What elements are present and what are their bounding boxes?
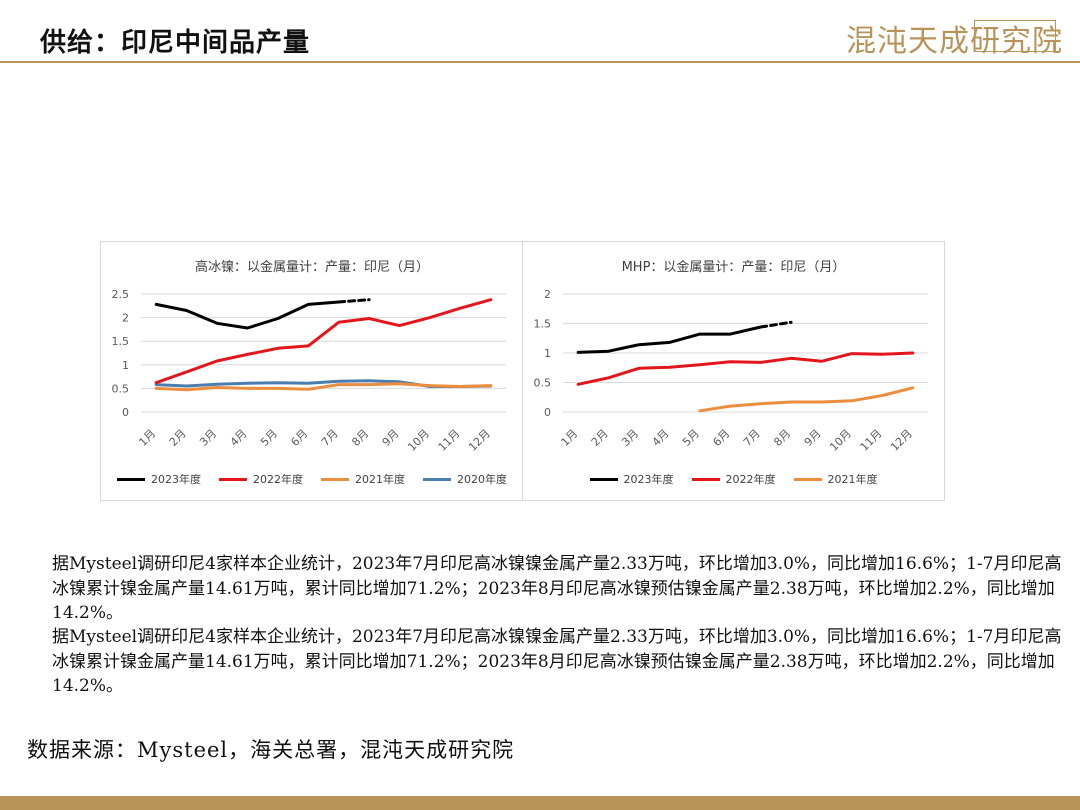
y-tick-label: 1 [544,347,551,360]
legend-swatch [219,477,247,481]
brand-text: 混沌天成研究院 [846,24,1063,59]
x-tick-label: 11月 [858,427,885,454]
page-title: 供给：印尼中间品产量 [40,28,311,58]
x-tick-label: 1月 [558,427,580,449]
legend-label: 2023年度 [151,473,201,486]
x-tick-label: 9月 [802,427,824,449]
legend-swatch [321,477,349,481]
x-tick-label: 11月 [436,427,463,454]
header-divider [0,61,1080,63]
chart-title: 高冰镍：以金属量计：产量：印尼（月） [194,260,429,275]
y-tick-label: 1 [122,359,129,372]
y-tick-label: 0 [544,406,551,419]
x-tick-label: 5月 [258,427,280,449]
series-forecast-2023年度 [759,320,793,329]
x-tick-label: 4月 [228,427,250,449]
body-paragraph: 据Mysteel调研印尼4家样本企业统计，2023年7月印尼高冰镍镍金属产量2.… [52,627,1062,696]
chart-high-matte-nickel: 0 0.5 1 1.5 2 2.5 1月 2月 3月 4月 5月 6月 7月 8月 9月 10月 11月 12月 … [100,241,524,501]
y-tick-label: 0 [122,406,129,419]
x-tick-label: 10月 [405,427,432,454]
legend-item-2020: 2020年度 [423,471,507,487]
y-tick-label: 2.5 [112,288,130,301]
chart-legend: 2023年度 2022年度 2021年度 2020年度 [101,471,523,487]
legend-label: 2023年度 [623,473,674,486]
legend-swatch [793,477,822,481]
y-tick-label: 2 [122,312,129,325]
x-tick-label: 9月 [380,427,402,449]
legend-label: 2022年度 [725,473,776,486]
legend-item-2022: 2022年度 [219,471,303,487]
x-tick-label: 2月 [589,427,611,449]
footer-bar [0,796,1080,810]
x-tick-label: 6月 [710,427,732,449]
y-tick-label: 2 [544,288,551,301]
y-tick-label: 0.5 [112,382,130,395]
series-line-2021年度 [698,386,915,413]
chart-svg-mhp: 0 0.5 1 1.5 2 1月 2月 3月 4月 5月 6月 7月 8月 9月 10月 11月 12月 [534,288,928,454]
series-line-2022年度 [576,351,915,386]
series-line-2022年度 [154,298,493,385]
legend-label: 2021年度 [355,473,405,486]
legend-item-2021: 2021年度 [321,471,405,487]
legend-item-2022: 2022年度 [691,471,776,487]
legend-swatch [691,477,720,481]
x-tick-label: 8月 [349,427,371,449]
brand-logo: 混沌天成研究院 [846,16,1062,59]
chart-svg-high-matte-nickel: 0 0.5 1 1.5 2 2.5 1月 2月 3月 4月 5月 6月 7月 8月 9月 10月 11月 12月 [112,288,506,454]
legend-swatch [589,477,618,481]
legend-item-2023: 2023年度 [589,471,674,487]
x-tick-label: 7月 [319,427,341,449]
series-line-2023年度 [154,300,341,330]
y-tick-label: 0.5 [534,377,552,390]
x-tick-label: 10月 [827,427,854,454]
x-tick-label: 2月 [167,427,189,449]
legend-label: 2021年度 [827,473,878,486]
brand-box [974,20,1056,52]
body-paragraph: 据Mysteel调研印尼4家样本企业统计，2023年7月印尼高冰镍镍金属产量2.… [52,554,1062,623]
x-tick-label: 3月 [619,427,641,449]
x-tick-label: 5月 [680,427,702,449]
legend-label: 2022年度 [253,473,303,486]
legend-swatch [117,477,145,481]
chart-mhp: 0 0.5 1 1.5 2 1月 2月 3月 4月 5月 6月 7月 8月 9月 10月 11月 12月 MHP… [522,241,945,501]
series-line-2021年度 [154,382,493,392]
legend-item-2023: 2023年度 [117,471,201,487]
x-tick-label: 6月 [288,427,310,449]
x-tick-label: 4月 [650,427,672,449]
y-tick-label: 1.5 [112,335,130,348]
data-source-note: 数据来源：Mysteel，海关总署，混沌天成研究院 [27,738,515,762]
x-tick-label: 12月 [466,427,493,454]
series-line-2023年度 [576,325,763,354]
chart-title: MHP：以金属量计：产量：印尼（月） [621,260,846,275]
x-tick-label: 1月 [136,427,158,449]
x-tick-label: 3月 [197,427,219,449]
y-tick-label: 1.5 [534,318,552,331]
legend-item-2021: 2021年度 [793,471,878,487]
legend-label: 2020年度 [457,473,507,486]
chart-legend: 2023年度 2022年度 2021年度 [523,471,944,487]
x-tick-label: 12月 [888,427,915,454]
legend-swatch [423,477,451,481]
x-tick-label: 7月 [741,427,763,449]
series-forecast-2023年度 [337,298,371,304]
x-tick-label: 8月 [771,427,793,449]
